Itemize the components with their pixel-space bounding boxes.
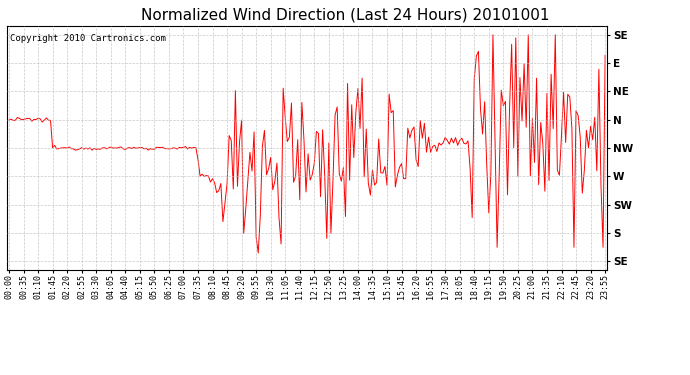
Text: Copyright 2010 Cartronics.com: Copyright 2010 Cartronics.com bbox=[10, 34, 166, 43]
Text: Normalized Wind Direction (Last 24 Hours) 20101001: Normalized Wind Direction (Last 24 Hours… bbox=[141, 8, 549, 22]
